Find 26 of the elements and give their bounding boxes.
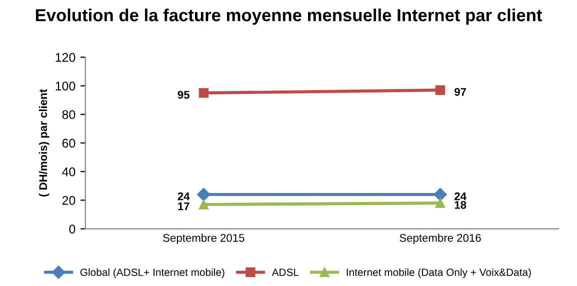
point [197,188,210,202]
data-label: 17 [178,202,190,210]
y-tick-label: 60 [62,138,76,148]
point [434,188,447,202]
legend-label: Global (ADSL+ Internet mobile) [80,268,224,278]
point [198,88,209,98]
point [198,200,209,210]
legend-label: Internet mobile (Data Only + Voix&Data) [346,268,531,278]
y-tick-label: 100 [56,82,76,90]
data-label: 95 [178,90,190,99]
point [435,85,446,95]
y-tick-label: 20 [62,196,76,205]
y-tick-label: 0 [69,224,76,234]
y-tick-label: 120 [56,53,76,62]
data-label: 97 [454,88,466,96]
legend-label: ADSL [272,268,299,276]
chart-title: Evolution de la facture moyenne mensuelle Internet par client [36,8,542,25]
x-tick-label: Septembre 2015 [163,234,244,244]
data-label: 24 [454,192,466,200]
data-label: 24 [178,192,190,200]
y-tick-label: 40 [62,167,76,176]
data-label: 18 [454,200,466,209]
x-tick-label: Septembre 2016 [400,234,481,244]
y-axis-title: ( DH/mois) par client [38,89,50,196]
point [435,198,446,208]
y-tick-label: 80 [62,110,76,120]
